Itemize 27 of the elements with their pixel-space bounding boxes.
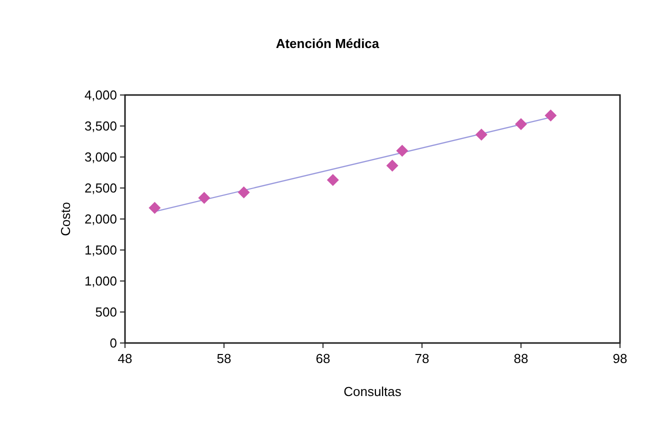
y-tick-label: 500 xyxy=(95,304,117,320)
y-tick-label: 2,000 xyxy=(84,212,117,227)
point xyxy=(544,109,557,122)
y-tick-label: 1,500 xyxy=(84,242,117,258)
x-tick-label: 68 xyxy=(316,351,330,366)
x-axis-title: Consultas xyxy=(344,384,402,399)
y-tick-label: 2,500 xyxy=(84,180,117,196)
point xyxy=(198,192,210,204)
point xyxy=(396,144,408,157)
x-tick-label: 48 xyxy=(118,351,132,366)
chart-title: Atención Médica xyxy=(276,36,380,51)
y-tick-label: 3,000 xyxy=(84,150,117,165)
point xyxy=(238,186,250,198)
y-tick-label: 3,500 xyxy=(84,118,117,134)
x-tick-label: 58 xyxy=(216,351,232,366)
x-tick-label: 98 xyxy=(612,351,628,366)
point xyxy=(515,118,527,130)
point xyxy=(386,160,398,172)
x-tick-label: 78 xyxy=(414,351,430,366)
y-tick-label: 1,000 xyxy=(84,274,117,289)
y-tick-label: 0 xyxy=(110,336,117,351)
x-tick-label: 88 xyxy=(514,351,528,366)
point xyxy=(326,174,339,186)
y-axis-title: Costo xyxy=(58,202,73,236)
point xyxy=(148,202,161,214)
point xyxy=(475,128,488,141)
y-tick-label: 4,000 xyxy=(84,88,117,103)
